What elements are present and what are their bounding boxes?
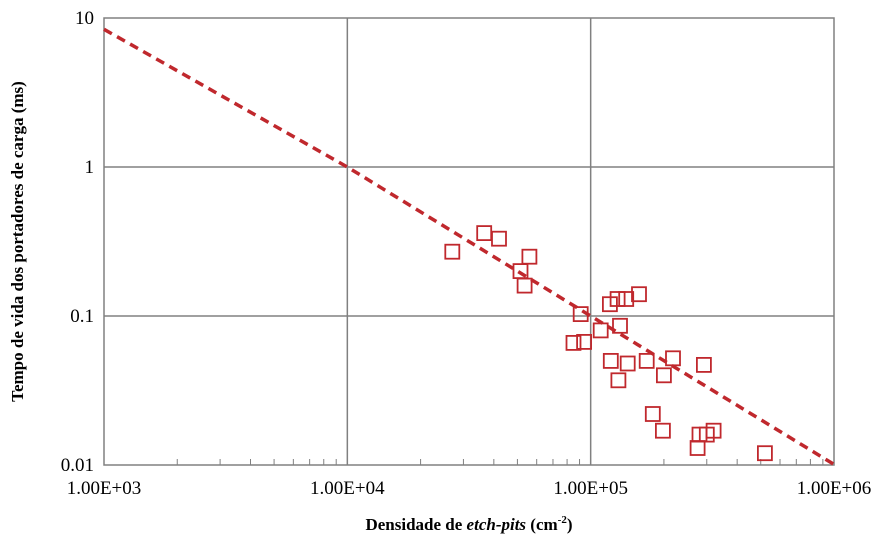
data-point — [665, 350, 681, 367]
y-tick-label: 1 — [85, 157, 95, 178]
x-tick-label: 1.00E+06 — [797, 478, 872, 499]
data-point — [521, 248, 538, 265]
x-tick-label: 1.00E+05 — [553, 478, 628, 499]
x-tick-label: 1.00E+03 — [67, 478, 142, 499]
data-point — [618, 291, 635, 307]
x-tick-label: 1.00E+04 — [310, 478, 385, 499]
data-point — [444, 243, 461, 260]
data-point — [609, 291, 626, 307]
y-tick-label: 0.01 — [61, 455, 94, 476]
data-point — [602, 352, 619, 369]
data-point — [696, 356, 712, 373]
data-point — [516, 277, 533, 294]
data-point — [757, 445, 773, 462]
data-points — [444, 225, 773, 462]
tick-labels: 1.00E+03 1.00E+04 1.00E+05 1.00E+06 0.01 0.1 1… — [61, 8, 872, 499]
axes — [103, 17, 835, 466]
data-point — [576, 333, 592, 350]
x-axis-title: Densidade de etch-pits (cm-2) — [365, 514, 572, 534]
data-point — [655, 422, 671, 439]
data-point — [705, 422, 722, 439]
data-point — [619, 355, 636, 372]
data-point — [612, 317, 628, 334]
data-point — [644, 406, 661, 422]
data-point — [592, 322, 609, 339]
data-point — [565, 334, 582, 351]
data-point — [610, 372, 627, 389]
grid-lines — [104, 18, 834, 465]
data-point — [656, 367, 672, 384]
plot-frame — [103, 17, 835, 466]
trendline-path — [103, 27, 835, 466]
y-tick-label: 10 — [75, 8, 94, 29]
y-axis-title: Tempo de vida dos portadores de carga (m… — [8, 81, 27, 402]
trendline — [103, 27, 835, 466]
data-point — [631, 286, 647, 303]
data-point — [572, 306, 589, 323]
data-point — [638, 352, 655, 369]
data-point — [491, 230, 507, 247]
y-tick-label: 0.1 — [70, 306, 94, 327]
